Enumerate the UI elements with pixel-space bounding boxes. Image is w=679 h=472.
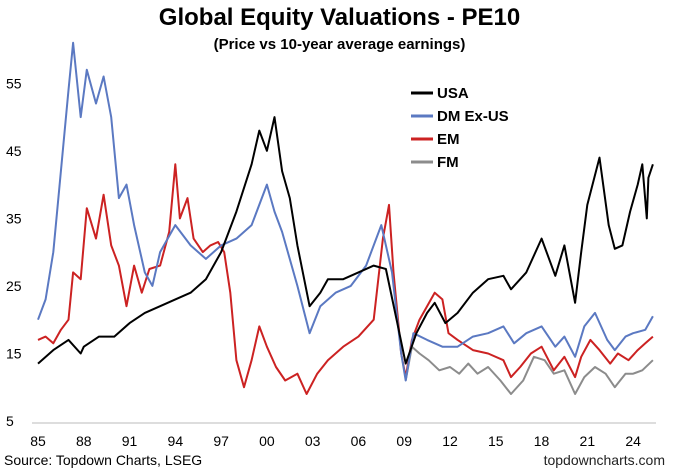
series-line-usa [37, 116, 654, 365]
y-tick-label: 5 [6, 413, 14, 429]
x-tick-label: 94 [168, 433, 184, 449]
x-tick-label: 09 [396, 433, 412, 449]
y-tick-label: 35 [6, 210, 22, 226]
legend-label: DM Ex-US [437, 108, 509, 125]
y-tick-label: 45 [6, 143, 22, 159]
website-note: topdowncharts.com [543, 452, 665, 468]
x-tick-label: 18 [534, 433, 550, 449]
x-tick-label: 12 [442, 433, 458, 449]
x-tick-label: 21 [580, 433, 596, 449]
legend-label: EM [437, 131, 460, 148]
series-line-fm [404, 345, 654, 395]
x-tick-label: 97 [213, 433, 229, 449]
source-note: Source: Topdown Charts, LSEG [4, 452, 203, 468]
x-tick-label: 88 [76, 433, 92, 449]
legend: USA DM Ex-US EM FM [411, 85, 509, 171]
legend-label: USA [437, 85, 469, 102]
chart-subtitle: (Price vs 10-year average earnings) [213, 36, 466, 53]
series-line-dm-ex-us [37, 41, 654, 382]
y-tick-label: 25 [6, 278, 22, 294]
series-line-em [37, 163, 654, 395]
x-axis-ticks: 85 88 91 94 97 00 03 06 09 12 15 18 21 24 [30, 433, 641, 449]
y-tick-label: 15 [6, 345, 22, 361]
x-tick-label: 00 [259, 433, 275, 449]
chart-title: Global Equity Valuations - PE10 [158, 4, 521, 31]
y-axis-ticks: 5 15 25 35 45 55 [6, 75, 22, 429]
x-tick-label: 15 [488, 433, 504, 449]
legend-label: FM [437, 154, 459, 171]
x-tick-label: 03 [305, 433, 321, 449]
series-lines [37, 41, 654, 395]
y-tick-label: 55 [6, 75, 22, 91]
x-tick-label: 85 [30, 433, 46, 449]
x-tick-label: 06 [351, 433, 367, 449]
x-tick-label: 91 [122, 433, 138, 449]
x-tick-label: 24 [625, 433, 641, 449]
